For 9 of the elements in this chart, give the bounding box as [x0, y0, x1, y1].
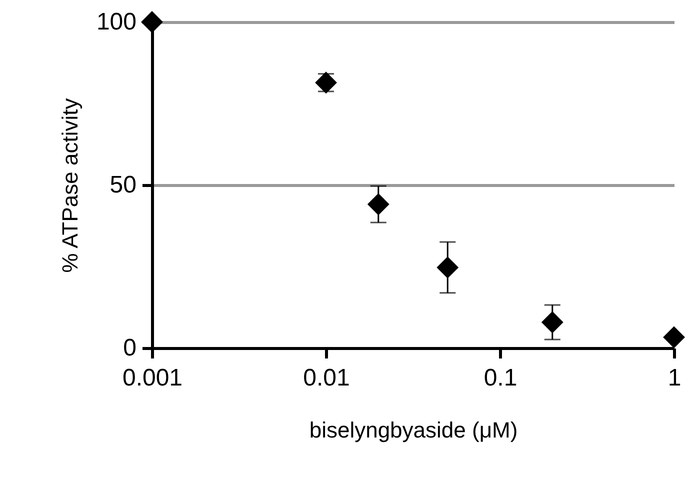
y-tick-label: 100 [96, 8, 136, 36]
x-axis-title: biselyngbyaside (μM) [309, 418, 518, 442]
x-tick-label: 0.001 [122, 364, 183, 392]
x-tick-label: 1 [668, 364, 682, 392]
x-tick-label: 0.01 [303, 364, 350, 392]
y-axis-title: % ATPase activity [57, 98, 82, 273]
y-tick-label: 0 [123, 334, 136, 362]
y-tick-label: 50 [110, 172, 136, 198]
x-tick-label: 0.1 [484, 364, 518, 392]
